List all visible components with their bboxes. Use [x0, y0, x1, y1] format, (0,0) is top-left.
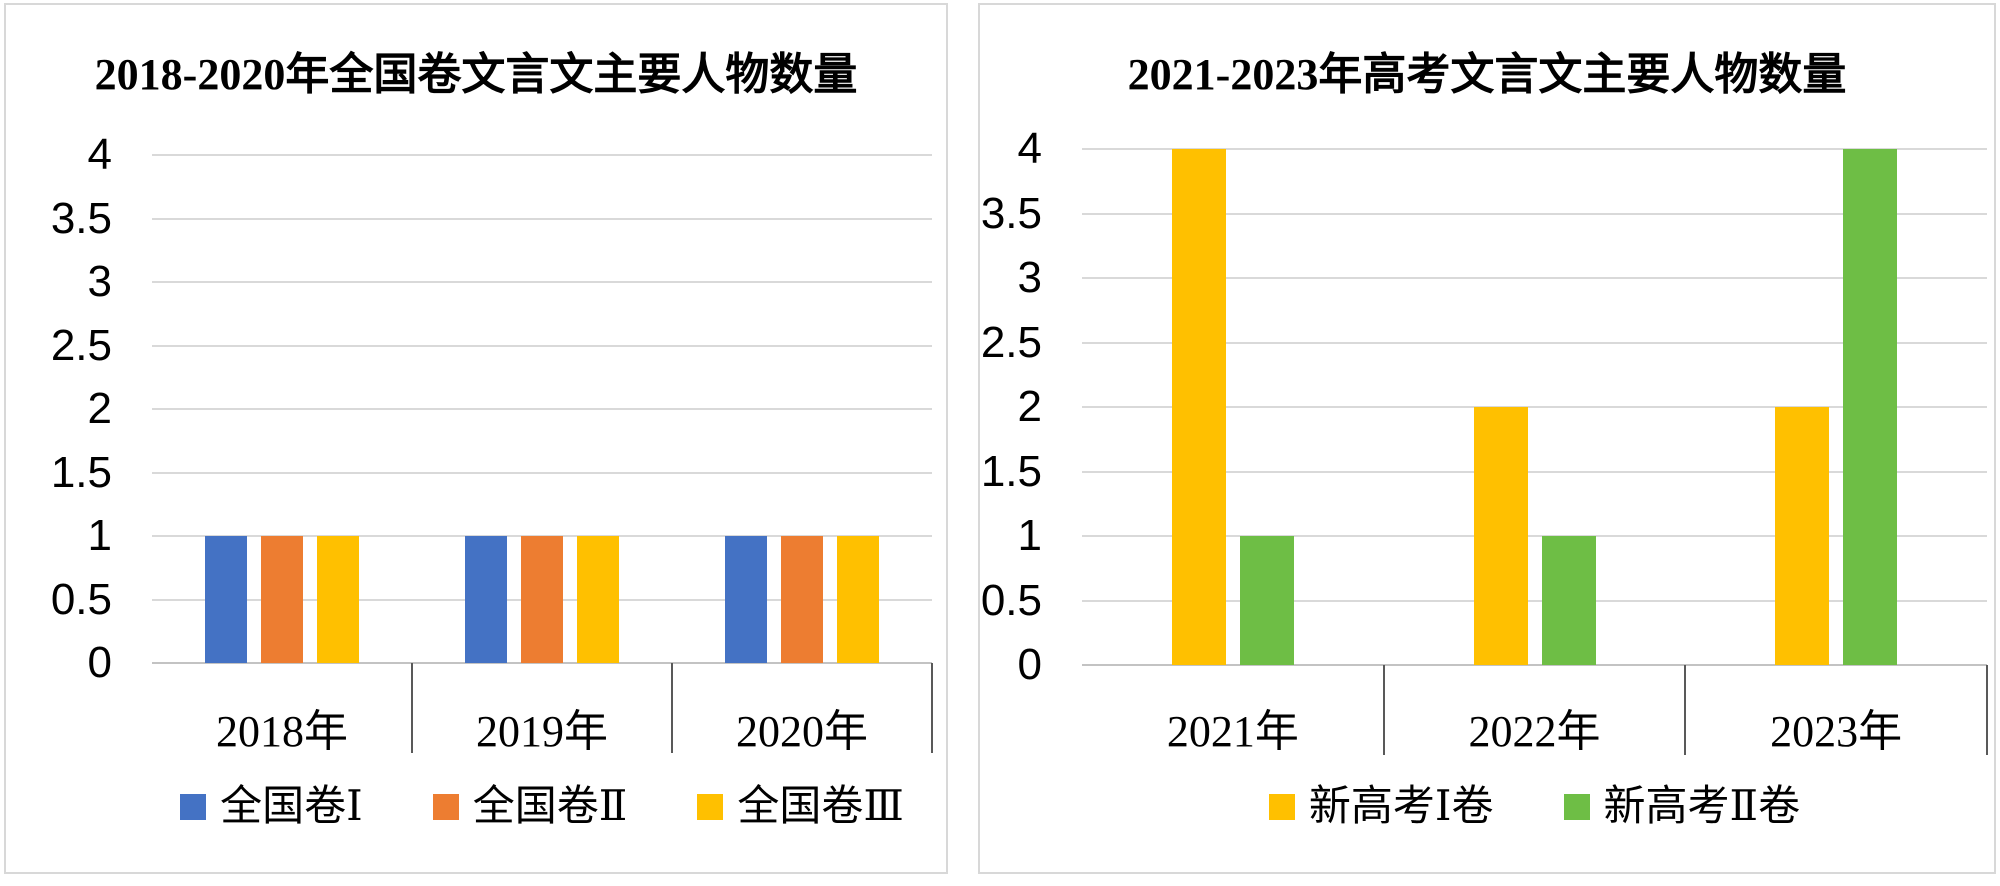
x-axis-line: [152, 662, 932, 664]
x-axis-category-label: 2020年: [736, 707, 868, 756]
x-axis-line: [1082, 664, 1987, 666]
bar-series2-cat1: [261, 536, 303, 663]
y-axis-tick-label: 2: [87, 384, 112, 433]
y-axis-tick-label: 4: [87, 130, 112, 179]
legend-color-swatch: [1268, 794, 1295, 820]
y-axis-tick-label: 4: [1017, 124, 1042, 173]
legend-label: 新高考Ⅱ卷: [1603, 784, 1801, 830]
x-axis-category-label: 2018年: [216, 707, 348, 756]
bar-series2-cat2: [1541, 536, 1596, 665]
y-axis-tick-label: 2.5: [980, 317, 1042, 367]
y-axis-tick-label: 1: [87, 511, 112, 560]
gridline: [152, 344, 932, 347]
legend-item: 新高考Ⅰ卷: [1268, 783, 1494, 831]
y-axis-tick-label: 1.5: [980, 446, 1042, 496]
bar-series1-cat1: [1171, 149, 1226, 665]
bar-series2-cat3: [781, 536, 823, 663]
y-axis-tick-label: 3.5: [980, 188, 1042, 238]
legend-label: 全国卷Ⅱ: [472, 784, 628, 830]
plot-area-right: 0 0.5 1 1.5 2 2.5 3 3.5 4 2021年 2022年 2023年: [981, 124, 1988, 756]
gridline: [152, 471, 932, 474]
gridline: [152, 154, 932, 156]
bar-series3-cat3: [837, 536, 879, 663]
x-axis-category-label: 2022年: [1468, 707, 1601, 756]
chart-title-right: 2021-2023年高考文言文主要人物数量: [1127, 50, 1847, 99]
chart-panel-right: 2021-2023年高考文言文主要人物数量 0 0.5 1 1.5 2 2.5 3 3.5 4 2…: [978, 3, 1996, 874]
legend-color-swatch: [697, 794, 724, 820]
gridline: [1082, 599, 1987, 602]
x-axis-category-label: 2023年: [1770, 707, 1903, 756]
legend-label: 全国卷Ⅲ: [737, 784, 904, 830]
legend-label: 全国卷Ⅰ: [220, 784, 363, 830]
y-axis-tick-label: 2: [1017, 382, 1042, 431]
legend-item: 全国卷Ⅱ: [432, 783, 628, 831]
legend-item: 全国卷Ⅰ: [180, 783, 363, 831]
bar-series2-cat1: [1239, 536, 1294, 665]
plot-area-left: 0 0.5 1 1.5 2 2.5 3 3.5 4 2018年 2019年 2020年: [51, 130, 933, 756]
y-axis-tick-label: 3.5: [50, 193, 112, 243]
bar-series1-cat2: [1473, 407, 1528, 665]
gridline: [1082, 535, 1987, 537]
legend-label: 新高考Ⅰ卷: [1308, 784, 1494, 830]
y-axis-tick-label: 1: [1017, 511, 1042, 560]
x-axis-tick: [671, 663, 673, 753]
y-axis-tick-label: 3: [87, 257, 112, 306]
gridline: [1082, 148, 1987, 150]
gridline: [152, 281, 932, 283]
bar-series3-cat2: [577, 536, 619, 663]
y-axis-tick-label: 0: [1017, 640, 1042, 689]
bar-series2-cat2: [521, 536, 563, 663]
bar-series2-cat3: [1843, 149, 1898, 665]
gridline: [1082, 341, 1987, 344]
x-axis-tick: [411, 663, 413, 753]
legend-left: 全国卷Ⅰ 全国卷Ⅱ 全国卷Ⅲ: [152, 783, 932, 831]
gridline: [1082, 406, 1987, 408]
legend-right: 新高考Ⅰ卷 新高考Ⅱ卷: [1082, 783, 1987, 831]
gridline: [152, 217, 932, 220]
y-axis-tick-label: 3: [1017, 253, 1042, 302]
bar-series3-cat1: [317, 536, 359, 663]
x-axis-category-label: 2021年: [1166, 707, 1299, 756]
legend-color-swatch: [432, 794, 459, 820]
y-axis-tick-label: 0.5: [980, 575, 1042, 625]
x-axis-tick: [1684, 665, 1687, 755]
y-axis-tick-label: 0.5: [50, 574, 112, 624]
legend-color-swatch: [1563, 794, 1590, 820]
x-axis-tick: [1382, 665, 1385, 755]
legend-item: 全国卷Ⅲ: [697, 783, 904, 831]
x-axis-category-label: 2019年: [476, 707, 608, 756]
x-axis-tick: [1986, 665, 1988, 755]
legend-color-swatch: [180, 794, 207, 820]
chart-panel-left: 2018-2020年全国卷文言文主要人物数量 0 0.5 1 1.5 2 2.5 3 3.5 4…: [4, 3, 948, 874]
chart-title-left: 2018-2020年全国卷文言文主要人物数量: [94, 50, 858, 99]
y-axis-tick-label: 1.5: [50, 447, 112, 497]
gridline: [1082, 212, 1987, 215]
gridline: [1082, 470, 1987, 473]
x-axis-tick: [931, 663, 933, 753]
bar-series1-cat3: [725, 536, 767, 663]
gridline: [1082, 277, 1987, 279]
bar-series1-cat2: [465, 536, 507, 663]
y-axis-tick-label: 2.5: [50, 320, 112, 370]
legend-item: 新高考Ⅱ卷: [1563, 783, 1801, 831]
bar-series1-cat1: [205, 536, 247, 663]
y-axis-tick-label: 0: [87, 638, 112, 687]
gridline: [152, 408, 932, 410]
bar-series1-cat3: [1775, 407, 1830, 665]
